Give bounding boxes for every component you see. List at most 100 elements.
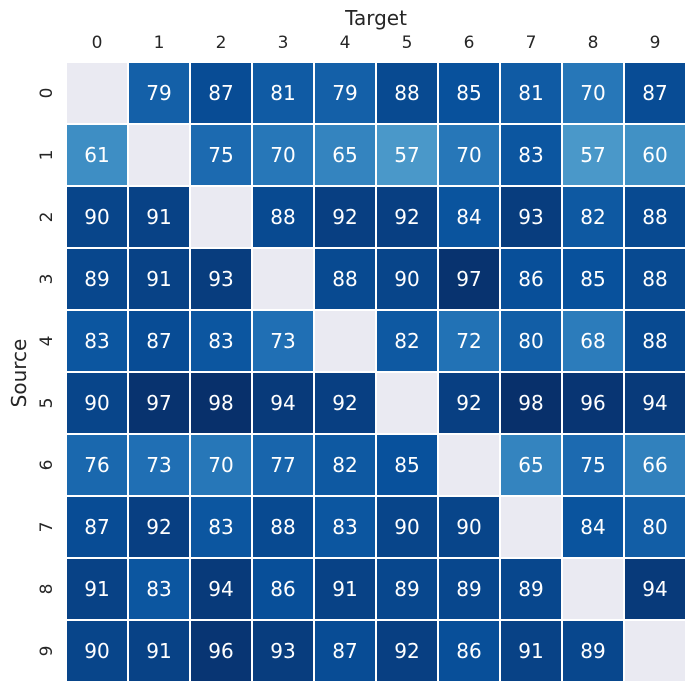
heatmap-cell-r7-c4 [313, 495, 377, 559]
cell-value-label: 83 [208, 515, 233, 539]
cell-value-label: 57 [394, 143, 419, 167]
cell-value-label: 88 [270, 205, 295, 229]
cell-value-label: 97 [456, 267, 481, 291]
cell-value-label: 98 [208, 391, 233, 415]
cell-value-label: 80 [642, 515, 667, 539]
x-tick-label: 4 [340, 33, 351, 53]
heatmap-cell-r0-c8 [561, 61, 625, 125]
heatmap-cell-r7-c3 [251, 495, 315, 559]
y-tick-label: 9 [37, 646, 57, 657]
heatmap-cell-r8-c9 [623, 557, 687, 621]
cell-value-label: 88 [394, 81, 419, 105]
cell-value-label: 57 [580, 143, 605, 167]
cell-value-label: 89 [580, 639, 605, 663]
heatmap-cell-r9-c9 [623, 619, 687, 683]
heatmap-cell-r9-c5 [375, 619, 439, 683]
heatmap-cell-r5-c6 [437, 371, 501, 435]
cell-value-label: 65 [332, 143, 357, 167]
cell-value-label: 76 [84, 453, 109, 477]
cell-value-label: 93 [518, 205, 543, 229]
cell-value-label: 87 [146, 329, 171, 353]
heatmap-cell-r2-c1 [127, 185, 191, 249]
cell-value-label: 92 [332, 205, 357, 229]
heatmap-cell-r1-c1 [127, 123, 191, 187]
heatmap-cell-r5-c0 [65, 371, 129, 435]
cell-value-label: 70 [270, 143, 295, 167]
heatmap-cell-r8-c2 [189, 557, 253, 621]
heatmap-cell-r5-c5 [375, 371, 439, 435]
heatmap-cell-r3-c1 [127, 247, 191, 311]
cell-value-label: 77 [270, 453, 295, 477]
heatmap-cell-r7-c0 [65, 495, 129, 559]
cell-value-label: 94 [642, 577, 667, 601]
cell-value-label: 83 [332, 515, 357, 539]
cell-value-label: 91 [518, 639, 543, 663]
cell-value-label: 93 [208, 267, 233, 291]
cell-value-label: 90 [84, 391, 109, 415]
cell-value-label: 84 [456, 205, 481, 229]
cell-value-label: 75 [208, 143, 233, 167]
cell-value-label: 82 [580, 205, 605, 229]
x-tick-label: 9 [650, 33, 661, 53]
cell-value-label: 61 [84, 143, 109, 167]
heatmap-cell-r2-c3 [251, 185, 315, 249]
heatmap-cell-r1-c0 [65, 123, 129, 187]
heatmap-cell-r7-c2 [189, 495, 253, 559]
cell-value-label: 60 [642, 143, 667, 167]
x-tick-label: 6 [464, 33, 475, 53]
y-tick-label: 8 [37, 584, 57, 595]
cell-value-label: 88 [642, 205, 667, 229]
cell-value-label: 89 [84, 267, 109, 291]
y-tick-label: 1 [37, 150, 57, 161]
heatmap-cell-r0-c6 [437, 61, 501, 125]
cell-value-label: 72 [456, 329, 481, 353]
heatmap-cell-r8-c3 [251, 557, 315, 621]
cell-value-label: 82 [394, 329, 419, 353]
cell-value-label: 85 [456, 81, 481, 105]
y-tick-label: 6 [37, 460, 57, 471]
cell-value-label: 90 [84, 639, 109, 663]
cell-value-label: 88 [332, 267, 357, 291]
heatmap-cell-r1-c7 [499, 123, 563, 187]
x-tick-label: 5 [402, 33, 413, 53]
cell-value-label: 90 [84, 205, 109, 229]
cell-value-label: 80 [518, 329, 543, 353]
heatmap-cell-r5-c2 [189, 371, 253, 435]
cell-value-label: 87 [642, 81, 667, 105]
cell-value-label: 86 [518, 267, 543, 291]
heatmap-cell-r8-c1 [127, 557, 191, 621]
cell-value-label: 87 [208, 81, 233, 105]
cell-value-label: 91 [84, 577, 109, 601]
cell-value-label: 85 [394, 453, 419, 477]
x-tick-label: 7 [526, 33, 537, 53]
cell-value-label: 70 [208, 453, 233, 477]
heatmap-cell-r2-c9 [623, 185, 687, 249]
cell-value-label: 73 [146, 453, 171, 477]
heatmap-cell-r0-c0 [65, 61, 129, 125]
heatmap-cell-r9-c3 [251, 619, 315, 683]
heatmap-cell-r5-c1 [127, 371, 191, 435]
heatmap-cell-r3-c4 [313, 247, 377, 311]
cell-value-label: 83 [146, 577, 171, 601]
cell-value-label: 85 [580, 267, 605, 291]
cell-value-label: 89 [456, 577, 481, 601]
y-tick-label: 2 [37, 212, 57, 223]
heatmap-cell-r6-c0 [65, 433, 129, 497]
x-tick-label: 0 [92, 33, 103, 53]
heatmap-cell-r5-c8 [561, 371, 625, 435]
cell-value-label: 73 [270, 329, 295, 353]
y-tick-label: 3 [37, 274, 57, 285]
heatmap-cell-r8-c0 [65, 557, 129, 621]
heatmap-cell-r7-c5 [375, 495, 439, 559]
cell-value-label: 92 [146, 515, 171, 539]
heatmap-cell-r4-c9 [623, 309, 687, 373]
cell-value-label: 90 [456, 515, 481, 539]
heatmap-cell-r4-c0 [65, 309, 129, 373]
heatmap-cell-r9-c4 [313, 619, 377, 683]
cell-value-label: 75 [580, 453, 605, 477]
cell-value-label: 98 [518, 391, 543, 415]
cell-value-label: 88 [270, 515, 295, 539]
cell-value-label: 86 [270, 577, 295, 601]
cell-value-label: 93 [270, 639, 295, 663]
